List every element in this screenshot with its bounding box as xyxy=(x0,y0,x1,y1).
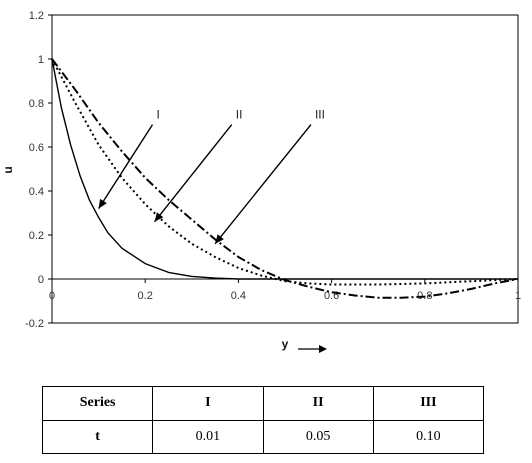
y-tick-label: 1.2 xyxy=(29,10,44,22)
line-chart: -0.200.20.40.60.811.2 0 0.2 0.4 0.6 0.8 1 I II… xyxy=(1,10,521,353)
table-header-cell: Series xyxy=(41,386,154,421)
annotation-arrowhead xyxy=(154,212,164,222)
table-header-cell: III xyxy=(372,386,485,421)
annotation-arrow-line xyxy=(214,124,312,245)
y-tick-label: 0.2 xyxy=(29,230,44,242)
annotation-arrowhead xyxy=(215,234,224,244)
x-tick-label: 0.2 xyxy=(138,290,153,302)
x-axis-arrow xyxy=(298,345,327,353)
y-tick-label: 1 xyxy=(38,54,44,66)
y-tick-label: -0.2 xyxy=(25,318,44,330)
x-tick-label: 0 xyxy=(49,290,55,302)
plot-frame xyxy=(51,14,519,324)
table-cell: 0.05 xyxy=(262,419,374,454)
table-row: t 0.01 0.05 0.10 xyxy=(41,419,485,454)
x-tick-label: 0.4 xyxy=(231,290,246,302)
series-annotation-label: I xyxy=(157,108,160,122)
y-tick-label: 0 xyxy=(38,274,44,286)
series-annotation-label: III xyxy=(315,108,325,122)
table-header-row: Series I II III xyxy=(41,386,485,421)
series-III-line xyxy=(51,58,519,299)
annotation-arrow-line xyxy=(98,124,154,209)
x-axis-label: y xyxy=(282,337,289,351)
series-annotation-label: II xyxy=(236,108,243,122)
y-tick-label: 0.4 xyxy=(29,186,44,198)
table-cell: 0.01 xyxy=(152,419,264,454)
series-I-line xyxy=(51,58,518,280)
annotation-arrowhead xyxy=(98,198,107,209)
series-II-line xyxy=(51,58,519,286)
table-row-header: t xyxy=(41,419,154,454)
table-header-cell: II xyxy=(262,386,374,421)
table-cell: 0.10 xyxy=(372,419,485,454)
table-header-cell: I xyxy=(152,386,264,421)
annotation-arrow-line xyxy=(153,124,233,223)
chart-area: -0.2 0 0.2 0.4 0.6 0.8 1 1.2 0 0.2 0.4 0.6 0.8 1 I II… xyxy=(1,10,521,353)
y-tick-label: 0.8 xyxy=(29,98,44,110)
y-tick-label: 0.6 xyxy=(29,142,44,154)
y-axis-label: u xyxy=(1,166,15,173)
x-tick-label: 0.6 xyxy=(324,290,339,302)
series-table: Series I II III t 0.01 0.05 0.10 xyxy=(41,386,485,454)
x-tick-label: 1 xyxy=(515,290,521,302)
